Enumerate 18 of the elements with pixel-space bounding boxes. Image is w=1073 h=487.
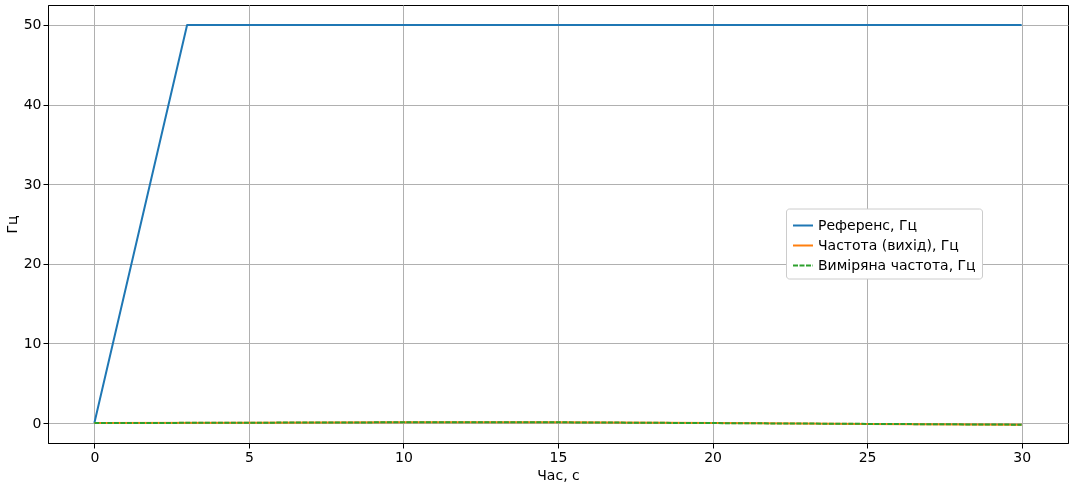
y-axis-title: Гц (3, 215, 20, 234)
y-tick-label: 20 (23, 255, 42, 272)
y-tick-label: 40 (23, 96, 42, 113)
x-tick-label: 20 (704, 448, 722, 465)
x-axis-title: Час, с (537, 466, 580, 483)
x-tick-label: 15 (549, 448, 568, 465)
legend-label: Референс, Гц (818, 216, 917, 233)
x-tick-label: 30 (1013, 448, 1032, 465)
x-tick-label: 25 (858, 448, 877, 465)
y-tick-label: 10 (23, 334, 42, 351)
legend-label: Частота (вихід), Гц (818, 236, 959, 253)
y-tick-label: 50 (23, 16, 42, 33)
x-tick-label: 0 (90, 448, 100, 465)
x-tick-label: 10 (395, 448, 413, 465)
x-tick-label: 5 (244, 448, 254, 465)
y-tick-label: 30 (23, 175, 42, 192)
legend-label: Виміряна частота, Гц (818, 256, 976, 273)
y-tick-label: 0 (32, 414, 42, 431)
